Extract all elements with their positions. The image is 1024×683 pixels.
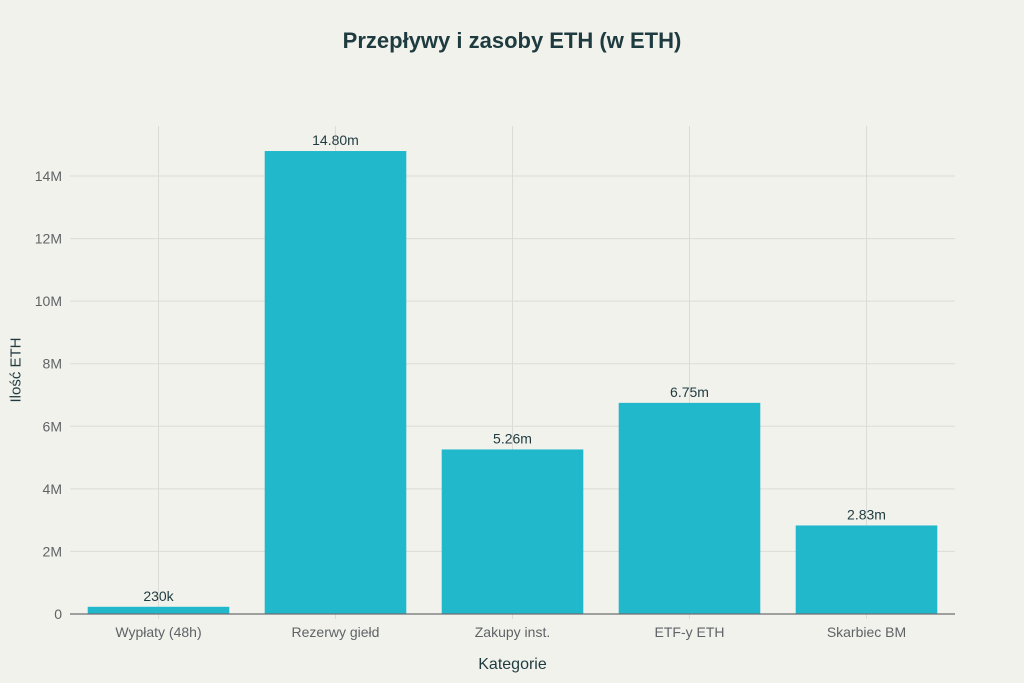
bar <box>87 606 230 614</box>
x-tick-label: Skarbiec BM <box>827 624 906 640</box>
y-tick-label: 10M <box>35 293 62 309</box>
data-label: 230k <box>143 588 174 604</box>
x-tick-label: Wypłaty (48h) <box>115 624 201 640</box>
data-label: 6.75m <box>670 384 709 400</box>
x-tick-label: Rezerwy giełd <box>292 624 380 640</box>
chart-title: Przepływy i zasoby ETH (w ETH) <box>342 28 682 53</box>
y-tick-label: 2M <box>43 543 62 559</box>
y-tick-label: 4M <box>43 481 62 497</box>
data-label: 2.83m <box>847 506 886 522</box>
y-tick-label: 6M <box>43 418 62 434</box>
data-label: 5.26m <box>493 430 532 446</box>
bar <box>264 151 407 614</box>
x-axis-label: Kategorie <box>478 656 547 673</box>
x-tick-label: Zakupy inst. <box>475 624 550 640</box>
bar <box>441 449 584 614</box>
bar <box>795 525 938 614</box>
x-tick-label: ETF-y ETH <box>655 624 725 640</box>
y-tick-label: 8M <box>43 356 62 372</box>
y-tick-label: 12M <box>35 231 62 247</box>
data-label: 14.80m <box>312 132 359 148</box>
bar <box>618 402 761 614</box>
y-tick-label: 14M <box>35 168 62 184</box>
y-tick-label: 0 <box>54 606 62 622</box>
